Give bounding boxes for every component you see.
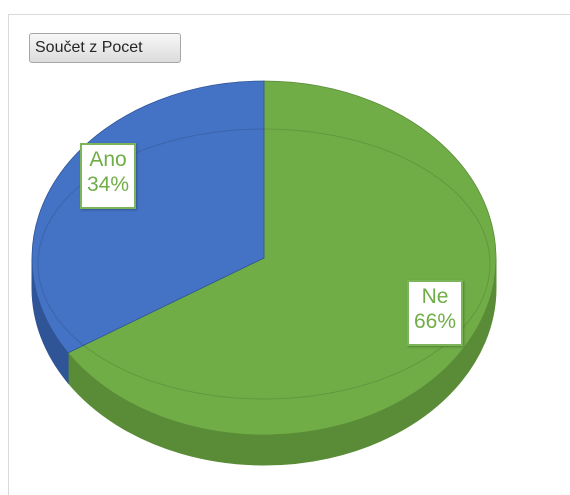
data-label-ano[interactable]: Ano 34% [80,143,136,209]
data-label-ne-percent: 66% [413,310,457,333]
pie-slice-ne[interactable] [67,80,497,436]
chart-border-left [8,14,9,495]
data-label-ne[interactable]: Ne 66% [407,280,463,346]
pie-rim-highlight [37,128,491,400]
pie-3d-group [31,80,497,466]
chart-border-top [8,14,570,15]
data-label-ne-name: Ne [421,285,449,308]
data-label-ano-name: Ano [89,148,127,171]
data-label-ano-percent: 34% [86,173,130,196]
field-button-soucet-z-pocet[interactable]: Součet z Pocet [29,33,181,63]
